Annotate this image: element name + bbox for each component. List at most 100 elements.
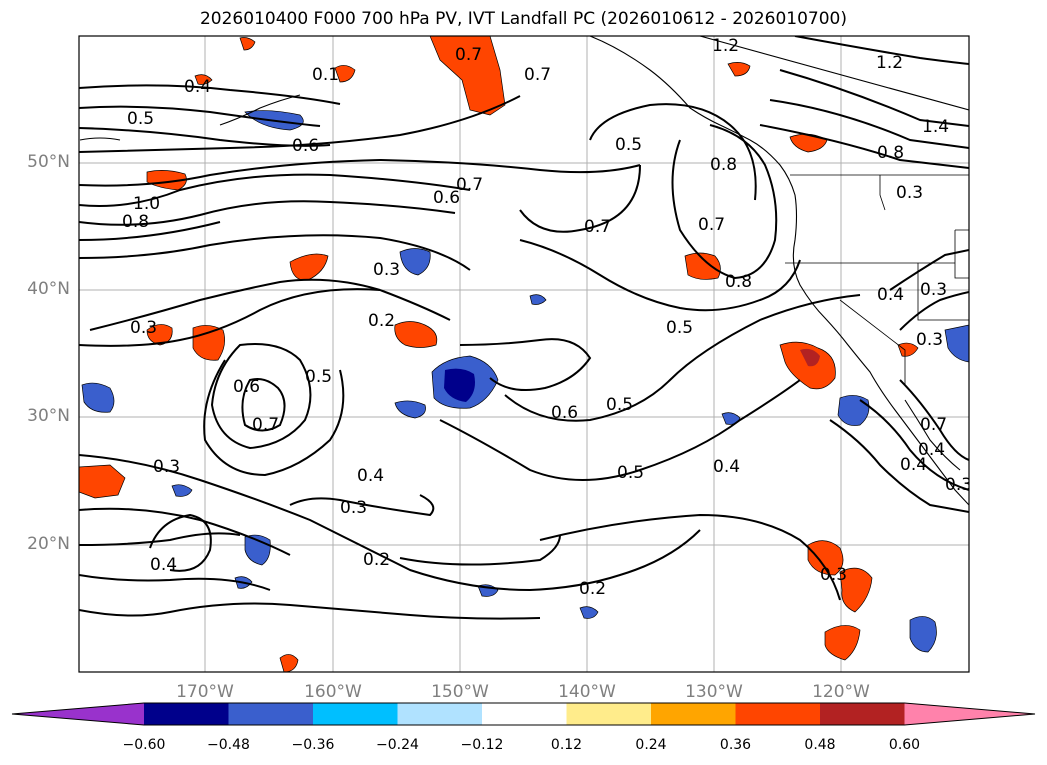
pos-blob bbox=[727, 62, 751, 77]
contour-label: 0.7 bbox=[252, 415, 279, 435]
contour-label: 0.3 bbox=[945, 475, 972, 495]
colorbar-segment bbox=[397, 703, 482, 725]
colorbar-segment bbox=[144, 703, 229, 725]
colorbar-extend-low bbox=[12, 703, 144, 725]
contour-label: 0.4 bbox=[184, 77, 211, 97]
contour-label: 0.7 bbox=[584, 217, 611, 237]
pos-blob bbox=[684, 252, 721, 280]
contour-label: 0.3 bbox=[820, 565, 847, 585]
colorbar-segment bbox=[313, 703, 398, 725]
colorbar-tick-label: 0.24 bbox=[635, 737, 667, 753]
contour-label: 0.3 bbox=[153, 457, 180, 477]
lat-label: 40°N bbox=[27, 279, 70, 299]
contour-label: 0.4 bbox=[150, 555, 177, 575]
contour-label: 0.3 bbox=[896, 183, 923, 203]
colorbar-tick-label: −0.24 bbox=[376, 737, 419, 753]
neg-blob bbox=[81, 382, 115, 413]
colorbar-extend-high bbox=[904, 703, 1035, 725]
pos-blob bbox=[429, 36, 506, 116]
contour-label: 0.2 bbox=[368, 311, 395, 331]
pos-blob bbox=[289, 253, 329, 281]
contour-label: 0.5 bbox=[615, 135, 642, 155]
contour-label: 0.5 bbox=[305, 367, 332, 387]
contour-label: 0.2 bbox=[363, 550, 390, 570]
contour-label: 0.7 bbox=[456, 175, 483, 195]
lon-label: 160°W bbox=[304, 682, 362, 702]
contour-label: 0.1 bbox=[312, 65, 339, 85]
positive-pc-areas bbox=[79, 36, 919, 672]
contour-label: 0.7 bbox=[698, 215, 725, 235]
contour-labels: 1.2 1.2 1.4 0.8 0.3 0.7 0.7 0.4 0.5 0.6 … bbox=[122, 36, 972, 599]
contour-label: 0.5 bbox=[666, 318, 693, 338]
neg-blob bbox=[721, 412, 741, 425]
pos-blob bbox=[779, 341, 836, 390]
pos-blob bbox=[897, 342, 919, 357]
contour-label: 0.6 bbox=[292, 136, 319, 156]
colorbar-tick-label: −0.60 bbox=[122, 737, 166, 753]
neg-blob bbox=[399, 248, 431, 276]
lat-label: 50°N bbox=[27, 152, 70, 172]
contour-label: 0.3 bbox=[916, 330, 943, 350]
contour-label: 0.7 bbox=[455, 45, 482, 65]
colorbar-segment bbox=[482, 703, 567, 725]
contour-label: 0.8 bbox=[877, 143, 904, 163]
colorbar-tick-label: 0.60 bbox=[888, 737, 921, 753]
lon-label: 170°W bbox=[176, 682, 234, 702]
pos-blob bbox=[824, 625, 861, 661]
contour-label: 0.5 bbox=[617, 463, 644, 483]
pos-blob bbox=[394, 321, 438, 348]
map-area: 1.2 1.2 1.4 0.8 0.3 0.7 0.7 0.4 0.5 0.6 … bbox=[79, 36, 972, 672]
neg-blob bbox=[529, 294, 547, 305]
contour-label: 0.6 bbox=[433, 188, 460, 208]
contour-label: 0.5 bbox=[127, 109, 154, 129]
contour-label: 1.4 bbox=[922, 117, 949, 137]
contour-label: 0.3 bbox=[920, 280, 947, 300]
colorbar-segment bbox=[566, 703, 651, 725]
colorbar-segment bbox=[228, 703, 313, 725]
pos-blob bbox=[79, 464, 126, 499]
colorbar-segment bbox=[820, 703, 905, 725]
contour-label: 0.8 bbox=[122, 212, 149, 232]
neg-blob bbox=[909, 616, 937, 653]
contour-label: 1.2 bbox=[876, 53, 903, 73]
contour-label: 0.6 bbox=[551, 403, 578, 423]
lon-label: 140°W bbox=[558, 682, 616, 702]
contour-label: 0.3 bbox=[130, 318, 157, 338]
contour-label: 0.5 bbox=[606, 395, 633, 415]
neg-blob bbox=[579, 606, 599, 619]
lat-label: 30°N bbox=[27, 406, 70, 426]
map-frame bbox=[78, 35, 970, 673]
pos-blob bbox=[239, 37, 256, 51]
lon-label: 120°W bbox=[812, 682, 870, 702]
pv-contours bbox=[79, 36, 969, 620]
colorbar-tick-label: −0.36 bbox=[291, 737, 335, 753]
pos-blob bbox=[146, 170, 187, 191]
pos-blob bbox=[800, 348, 820, 367]
lon-label: 130°W bbox=[685, 682, 743, 702]
colorbar-tick-label: 0.12 bbox=[550, 737, 583, 753]
contour-label: 0.4 bbox=[877, 285, 904, 305]
pos-blob bbox=[194, 74, 213, 85]
neg-blob bbox=[394, 400, 426, 419]
pos-blob bbox=[334, 65, 356, 83]
neg-blob bbox=[837, 395, 870, 426]
colorbar-tick-label: −0.12 bbox=[460, 737, 504, 753]
pos-blob bbox=[839, 567, 873, 613]
contour-label: 1.0 bbox=[133, 194, 160, 214]
colorbar-tick-label: 0.48 bbox=[804, 737, 836, 753]
contour-label: 0.8 bbox=[710, 155, 737, 175]
neg-blob bbox=[444, 368, 475, 402]
contour-label: 0.4 bbox=[900, 455, 927, 475]
colorbar-tick-label: −0.48 bbox=[207, 737, 250, 753]
pos-blob bbox=[807, 540, 844, 576]
lon-label: 150°W bbox=[431, 682, 489, 702]
contour-label: 0.8 bbox=[725, 272, 752, 292]
contour-label: 0.3 bbox=[373, 260, 400, 280]
contour-label: 0.4 bbox=[357, 466, 384, 486]
political-borders bbox=[785, 174, 969, 385]
pos-blob bbox=[146, 324, 173, 346]
colorbar bbox=[11, 702, 1036, 726]
contour-label: 0.4 bbox=[713, 457, 740, 477]
coastline bbox=[79, 36, 969, 506]
contour-label: 0.6 bbox=[233, 377, 260, 397]
